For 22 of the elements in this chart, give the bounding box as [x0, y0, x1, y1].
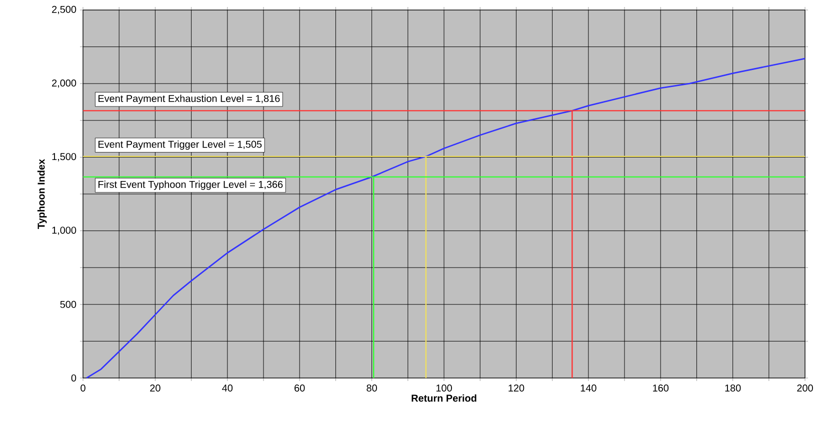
x-tick-label: 140 — [580, 384, 596, 392]
ref-line-label: First Event Typhoon Trigger Level = 1,366 — [98, 180, 283, 190]
x-tick-label: 40 — [222, 384, 233, 392]
y-tick-label: 0 — [71, 374, 76, 382]
x-tick-label: 200 — [797, 384, 813, 392]
x-tick-label: 60 — [294, 384, 305, 392]
y-tick-label: 2,000 — [52, 79, 76, 88]
y-tick-label: 2,500 — [52, 6, 76, 14]
x-tick-label: 80 — [366, 384, 377, 392]
x-tick-label: 180 — [725, 384, 741, 392]
ref-line-label: Event Payment Trigger Level = 1,505 — [98, 140, 262, 150]
x-tick-label: 120 — [508, 384, 524, 392]
x-tick-label: 0 — [80, 384, 86, 392]
x-tick-label: 160 — [653, 384, 669, 392]
x-tick-label: 100 — [436, 384, 452, 392]
y-tick-label: 1,000 — [52, 226, 76, 235]
y-tick-label: 500 — [60, 300, 76, 308]
ref-line-label: Event Payment Exhaustion Level = 1,816 — [98, 94, 280, 104]
y-axis-title: Typhoon Index — [37, 159, 47, 229]
x-tick-label: 20 — [150, 384, 160, 392]
x-axis-title: Return Period — [412, 394, 476, 402]
y-tick-label: 1,500 — [52, 153, 76, 162]
